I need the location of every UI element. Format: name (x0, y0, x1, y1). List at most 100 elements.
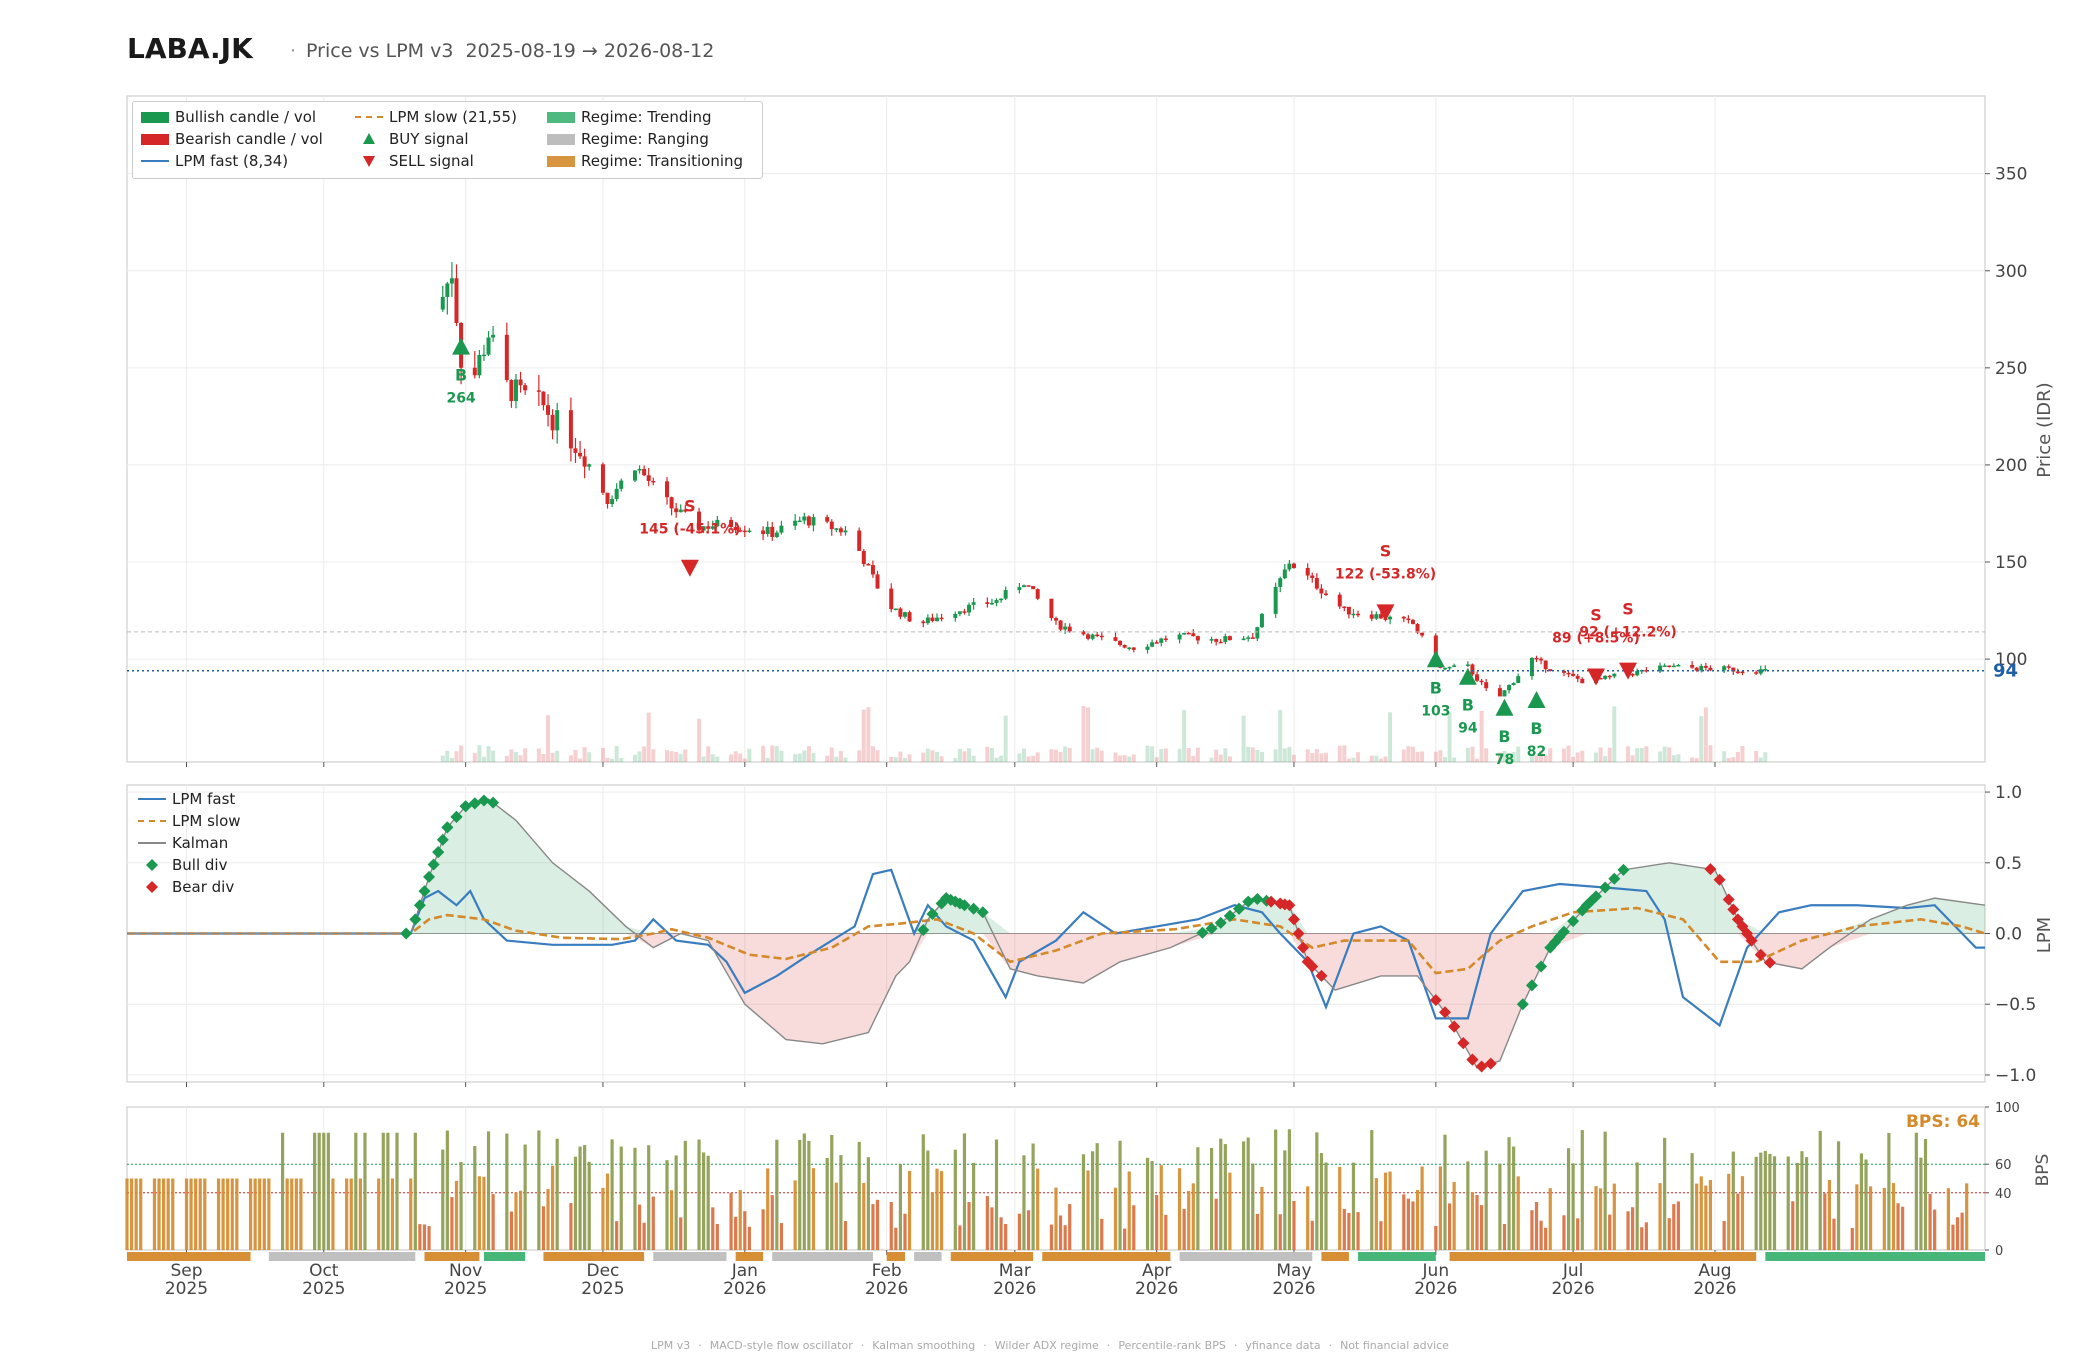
volume-bar (614, 745, 619, 762)
volume-bar (445, 750, 450, 762)
volume-bar (902, 757, 907, 762)
bull-div-marker (1525, 979, 1538, 992)
bps-bar (793, 1180, 797, 1250)
volume-bar (1497, 752, 1502, 762)
bps-bar (958, 1225, 962, 1250)
bull-div-marker (1608, 872, 1621, 885)
volume-bar (1246, 746, 1251, 762)
volume-bar (1154, 757, 1159, 762)
volume-bar (985, 746, 990, 762)
bps-bar (345, 1178, 349, 1250)
volume-bar (573, 749, 578, 762)
volume-bar (953, 758, 958, 762)
candle-body (1145, 646, 1150, 650)
bps-bar (194, 1178, 198, 1250)
candle-body (1122, 645, 1127, 648)
buy-signal-value: 78 (1495, 752, 1514, 768)
lpm-slow-line-icon (355, 107, 383, 127)
bps-bar (1859, 1153, 1864, 1250)
price-y-axis-label: Price (IDR) (2034, 382, 2055, 477)
price-y-tick-label: 250 (1995, 359, 2027, 379)
candle-body (1635, 670, 1640, 676)
bps-bar (395, 1132, 399, 1250)
bps-bar (1914, 1132, 1918, 1250)
volume-bar (1415, 751, 1420, 762)
bps-bar (926, 1150, 930, 1250)
bear-div-marker (1287, 913, 1300, 926)
x-tick-month: Aug (1698, 1261, 1731, 1281)
bps-bar (381, 1132, 385, 1250)
bps-bar (999, 1217, 1003, 1250)
candle-body (1186, 632, 1191, 635)
regime-segment-transitioning (1042, 1252, 1171, 1261)
bear-div-marker (1722, 893, 1735, 906)
bps-bar (619, 1146, 623, 1250)
volume-bar (770, 745, 775, 762)
bps-bar (651, 1196, 655, 1250)
candle-body (861, 550, 866, 565)
bps-bar (665, 1160, 669, 1250)
sell-signal-letter: S (1590, 605, 1602, 624)
bps-bar (166, 1178, 170, 1250)
bps-bar (422, 1224, 427, 1250)
bps-bar (766, 1168, 770, 1250)
bps-bar (1127, 1171, 1131, 1250)
candle-body (967, 604, 972, 613)
volume-bar (1731, 757, 1736, 762)
bps-bar (1498, 1163, 1502, 1250)
candle-body (1310, 575, 1315, 579)
buy-signal-value: 82 (1527, 744, 1546, 760)
candle-body (1324, 593, 1329, 595)
bps-bar (326, 1132, 330, 1250)
candle-body (939, 617, 944, 620)
candle-body (930, 617, 935, 622)
candle-body (742, 530, 747, 533)
candle-body (902, 612, 907, 617)
bps-bar (569, 1203, 573, 1250)
candle-body (779, 525, 784, 533)
sell-signal-marker (1619, 662, 1638, 680)
bps-bar (390, 1178, 395, 1250)
volume-bar (1177, 748, 1182, 762)
candle-body (1291, 563, 1296, 568)
bps-bar (1708, 1179, 1713, 1250)
footer-sep: · (698, 1339, 702, 1352)
price-y-tick-label: 300 (1995, 262, 2027, 282)
bps-bar (798, 1139, 802, 1250)
bps-bar (1644, 1222, 1648, 1250)
bps-bar (1370, 1130, 1374, 1250)
volume-bar (1754, 750, 1759, 762)
bps-bar (1901, 1206, 1905, 1250)
bps-bar (1864, 1159, 1868, 1250)
bps-bar (1832, 1218, 1836, 1250)
sell-signal-marker (1587, 668, 1606, 686)
bull-div-marker (459, 800, 472, 813)
bps-bar (386, 1132, 390, 1250)
bullish-swatch-icon (141, 107, 169, 127)
last-price-label: 94 (1993, 661, 2018, 682)
candle-body (646, 475, 651, 481)
buy-signal-marker (452, 337, 471, 355)
bps-bar (285, 1178, 289, 1250)
bps-bar (139, 1178, 143, 1250)
candle-body (1319, 588, 1324, 594)
candle-body (614, 488, 619, 499)
volume-bar (939, 756, 944, 762)
bps-bar (523, 1144, 527, 1250)
candle-body (1305, 567, 1310, 576)
bps-bar (1155, 1194, 1159, 1250)
ranging-swatch-icon (547, 129, 575, 149)
volume-bar (646, 712, 651, 762)
volume-bar (550, 752, 555, 762)
candle-body (1067, 626, 1072, 632)
buy-signal-marker (1527, 691, 1546, 709)
footer-item: LPM v3 (651, 1339, 691, 1352)
kalman-line-icon (138, 833, 166, 853)
volume-bar (1566, 745, 1571, 762)
bps-bar (875, 1199, 880, 1250)
volume-bar (802, 750, 807, 762)
bps-bar (1004, 1223, 1008, 1250)
candle-body (669, 497, 674, 509)
candle-body (706, 526, 711, 529)
bps-bar (1150, 1161, 1154, 1250)
